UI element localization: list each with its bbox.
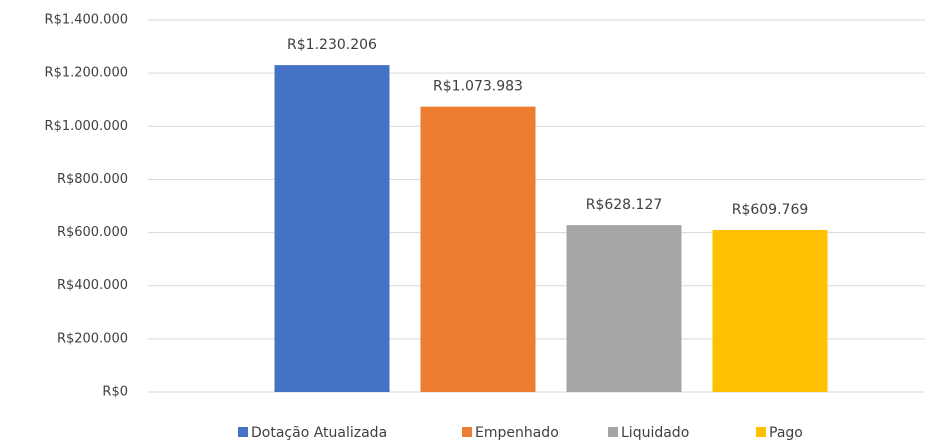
data-label: R$1.230.206 bbox=[287, 37, 377, 53]
bar bbox=[712, 229, 828, 392]
legend-label: Empenhado bbox=[475, 425, 559, 441]
y-tick-label: R$800.000 bbox=[57, 172, 128, 187]
legend-swatch bbox=[608, 427, 618, 437]
y-tick-label: R$200.000 bbox=[57, 331, 128, 346]
y-tick-label: R$400.000 bbox=[57, 278, 128, 293]
bar bbox=[420, 106, 536, 392]
y-tick-label: R$1.200.000 bbox=[45, 66, 128, 81]
y-tick-label: R$0 bbox=[102, 385, 128, 400]
legend-swatch bbox=[462, 427, 472, 437]
legend-swatch bbox=[238, 427, 248, 437]
y-tick-label: R$600.000 bbox=[57, 225, 128, 240]
data-label: R$628.127 bbox=[586, 197, 663, 213]
y-tick-label: R$1.000.000 bbox=[45, 119, 128, 134]
legend-swatch bbox=[756, 427, 766, 437]
legend-label: Liquidado bbox=[621, 425, 689, 441]
legend-label: Pago bbox=[769, 425, 803, 441]
data-label: R$1.073.983 bbox=[433, 79, 523, 95]
bar bbox=[566, 225, 682, 392]
bar bbox=[274, 65, 390, 392]
legend-label: Dotação Atualizada bbox=[251, 425, 387, 441]
data-label: R$609.769 bbox=[732, 202, 809, 218]
y-tick-label: R$1.400.000 bbox=[45, 13, 128, 28]
